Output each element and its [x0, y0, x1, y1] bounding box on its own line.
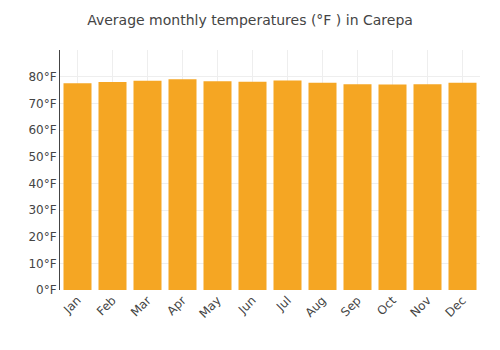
- svg-text:Jun: Jun: [235, 293, 259, 317]
- svg-text:Jul: Jul: [273, 293, 294, 314]
- svg-text:May: May: [196, 293, 223, 320]
- svg-text:50°F: 50°F: [28, 150, 56, 164]
- svg-text:60°F: 60°F: [28, 123, 56, 137]
- svg-text:Dec: Dec: [443, 293, 469, 319]
- svg-text:Sep: Sep: [338, 293, 364, 319]
- svg-text:Nov: Nov: [407, 293, 433, 319]
- svg-text:30°F: 30°F: [28, 203, 56, 217]
- svg-text:Feb: Feb: [94, 293, 119, 318]
- svg-text:80°F: 80°F: [28, 70, 56, 84]
- svg-text:Apr: Apr: [164, 293, 189, 318]
- svg-text:70°F: 70°F: [28, 97, 56, 111]
- svg-text:Mar: Mar: [128, 293, 154, 319]
- svg-text:20°F: 20°F: [28, 230, 56, 244]
- svg-text:Jan: Jan: [60, 293, 84, 317]
- svg-text:Oct: Oct: [374, 293, 399, 318]
- svg-text:0°F: 0°F: [36, 283, 57, 297]
- svg-text:Aug: Aug: [302, 293, 328, 319]
- svg-text:10°F: 10°F: [28, 257, 56, 271]
- svg-text:Average monthly temperatures (: Average monthly temperatures (°F ) in Ca…: [87, 12, 413, 28]
- svg-text:40°F: 40°F: [28, 177, 56, 191]
